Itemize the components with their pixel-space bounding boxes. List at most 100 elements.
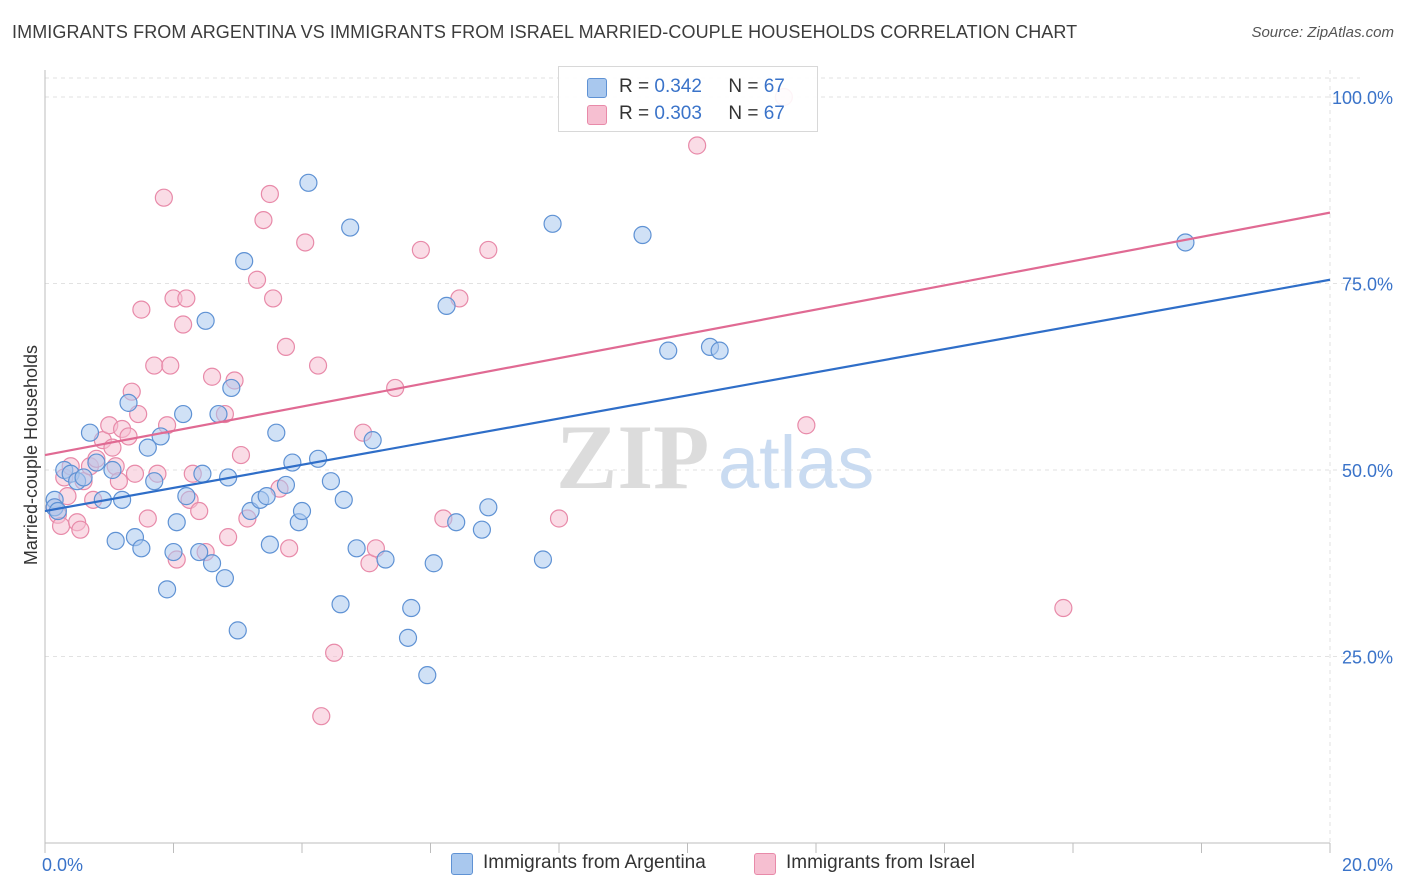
israel-point (174, 315, 193, 334)
israel-point (190, 501, 209, 521)
argentina-point (157, 580, 177, 599)
israel-point (132, 300, 151, 319)
argentina-point (321, 472, 341, 491)
legend-r-label: R = (619, 76, 650, 97)
israel-point (479, 240, 498, 260)
chart-title: IMMIGRANTS FROM ARGENTINA VS IMMIGRANTS … (12, 22, 1078, 42)
argentina-point (48, 501, 67, 521)
y-axis-label: Married-couple Households (21, 345, 41, 565)
y-tick-label: 100.0% (1332, 88, 1393, 108)
bottom-legend-argentina-label: Immigrants from Argentina (483, 852, 706, 873)
argentina-point (106, 531, 125, 550)
argentina-point (341, 218, 360, 237)
argentina-point (267, 423, 286, 442)
watermark-atlas: atlas (718, 421, 874, 504)
israel-point (119, 427, 138, 446)
x-tick-label: 0.0% (42, 855, 83, 875)
israel-point (177, 289, 196, 308)
israel-point (125, 464, 145, 483)
israel-point (312, 707, 331, 726)
israel-point (308, 356, 328, 375)
y-tick-label: 25.0% (1342, 648, 1393, 668)
argentina-point (145, 472, 164, 491)
legend-argentina-r: 0.342 (654, 76, 702, 97)
argentina-point (543, 214, 562, 233)
argentina-point (209, 404, 228, 424)
argentina-point (376, 550, 395, 569)
x-tick-label: 20.0% (1342, 855, 1393, 875)
watermark-zip: ZIP (556, 406, 709, 508)
argentina-point (87, 453, 106, 472)
israel-point (296, 233, 315, 252)
correlation-legend: R = 0.342 N = 67 R = 0.303 N = 67 (558, 66, 818, 132)
argentina-swatch (451, 853, 473, 875)
israel-trend-line (44, 211, 1331, 457)
israel-point (202, 367, 222, 386)
legend-n-label: N = (728, 76, 759, 97)
israel-point (231, 445, 251, 465)
israel-point (247, 270, 267, 289)
argentina-point (151, 427, 170, 446)
argentina-point (1176, 233, 1195, 252)
argentina-point (112, 490, 132, 509)
y-tick-label: 75.0% (1342, 275, 1393, 295)
legend-israel-r: 0.303 (654, 103, 702, 124)
argentina-point (347, 539, 366, 558)
argentina-point (190, 542, 209, 562)
argentina-point (447, 513, 466, 532)
israel-point (254, 210, 273, 230)
series-argentina (45, 173, 1195, 685)
israel-point (161, 356, 180, 375)
argentina-point (260, 535, 279, 554)
trend-lines (44, 211, 1331, 513)
argentina-point (167, 513, 186, 532)
israel-swatch (587, 105, 607, 125)
argentina-point (308, 449, 328, 468)
israel-point (138, 509, 157, 528)
israel-point (145, 356, 164, 375)
argentina-point (228, 621, 247, 640)
argentina-point (398, 628, 418, 647)
argentina-point (74, 468, 93, 487)
tick-labels: 25.0% 50.0% 75.0% 100.0% 0.0% 20.0% (42, 88, 1393, 875)
israel-point (280, 539, 299, 558)
israel-point (688, 136, 707, 155)
y-tick-label: 50.0% (1342, 461, 1393, 481)
israel-point (411, 240, 430, 260)
argentina-point (138, 438, 157, 457)
argentina-point (164, 542, 183, 562)
israel-point (260, 184, 279, 204)
argentina-point (437, 296, 456, 315)
legend-r-label: R = (619, 103, 650, 124)
argentina-point (363, 431, 382, 450)
argentina-point (710, 341, 729, 360)
argentina-point (472, 520, 491, 539)
israel-point (549, 509, 569, 528)
argentina-point (533, 550, 553, 569)
argentina-point (80, 423, 100, 442)
argentina-point (235, 252, 254, 271)
argentina-point (424, 554, 443, 573)
argentina-point (177, 487, 196, 506)
argentina-point (334, 490, 353, 509)
argentina-point (331, 595, 350, 614)
argentina-point (299, 173, 318, 192)
argentina-point (479, 498, 498, 517)
legend-n-label: N = (728, 103, 759, 124)
bottom-legend-israel-label: Immigrants from Israel (786, 852, 975, 873)
argentina-point (193, 464, 212, 483)
argentina-point (215, 569, 234, 588)
watermark: ZIP atlas (556, 406, 874, 508)
legend-argentina-n: 67 (763, 76, 785, 97)
argentina-point (119, 393, 138, 412)
argentina-point (174, 404, 193, 424)
israel-swatch (754, 853, 776, 875)
argentina-point (196, 311, 215, 330)
argentina-point (659, 341, 678, 360)
israel-point (71, 520, 90, 539)
argentina-point (418, 666, 437, 685)
argentina-point (222, 378, 241, 398)
source-credit: Source: ZipAtlas.com (1251, 24, 1394, 41)
israel-point (1054, 598, 1073, 618)
